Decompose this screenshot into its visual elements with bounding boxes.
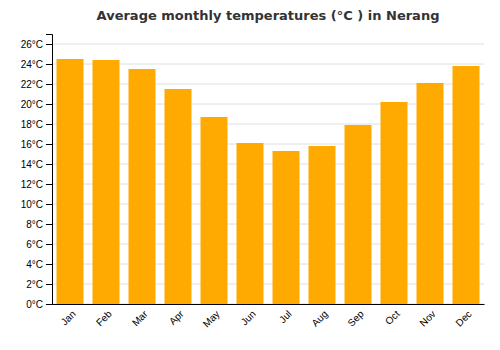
tick-label: Apr: [167, 308, 186, 327]
tick-mark: [46, 84, 52, 85]
bar: [201, 117, 228, 304]
tick-mark: [46, 244, 52, 245]
tick: May: [201, 308, 222, 329]
tick: Aug: [309, 308, 329, 328]
tick-mark: [46, 184, 52, 185]
tick-label: 24°C: [21, 59, 43, 70]
tick-label: 8°C: [26, 219, 43, 230]
tick-label: 2°C: [26, 279, 43, 290]
tick-mark: [46, 304, 52, 305]
tick-label: 26°C: [21, 39, 43, 50]
tick-label: 4°C: [26, 259, 43, 270]
plot: 0°C 2°C 4°C 6°C 8°C 10°C 12°C 14°C 16°C 18°C 20°C 2…: [21, 35, 485, 330]
tick-label: Nov: [417, 308, 437, 328]
bar: [381, 102, 408, 304]
bar: [273, 151, 300, 304]
tick: 20°C: [21, 99, 52, 110]
tick-mark: [46, 104, 52, 105]
bars: [57, 59, 480, 304]
bar: [453, 66, 480, 304]
tick-mark: [46, 44, 52, 45]
tick-label: Sep: [345, 308, 366, 329]
bar: [345, 125, 372, 304]
tick-label: 10°C: [21, 199, 43, 210]
tick: 18°C: [21, 119, 52, 130]
tick: 10°C: [21, 199, 52, 210]
tick: 24°C: [21, 59, 52, 70]
tick: Dec: [453, 308, 473, 328]
tick-label: Jul: [277, 308, 294, 325]
tick-mark: [46, 144, 52, 145]
tick-mark: [46, 264, 52, 265]
tick: Jan: [59, 308, 78, 327]
tick: Apr: [167, 308, 186, 327]
tick-mark: [46, 204, 52, 205]
tick: 2°C: [26, 279, 52, 290]
title: Average monthly temperatures (°C ) in Ne…: [97, 8, 440, 23]
tick-label: Jan: [59, 308, 78, 327]
tick-label: 6°C: [26, 239, 43, 250]
tick: 8°C: [26, 219, 52, 230]
tick: 22°C: [21, 79, 52, 90]
tick: Mar: [130, 308, 150, 328]
tick: Feb: [94, 308, 114, 328]
chart: 0°C 2°C 4°C 6°C 8°C 10°C 12°C 14°C 16°C 18°C 20°C 2…: [0, 0, 500, 350]
tick-label: 18°C: [21, 119, 43, 130]
tick-label: 12°C: [21, 179, 43, 190]
axis-line: [53, 304, 485, 305]
x-axis: Jan Feb Mar Apr May Jun Jul Aug Sep Oct Nov Dec: [53, 305, 485, 330]
tick: 26°C: [21, 39, 52, 50]
bar: [237, 143, 264, 304]
bar: [417, 83, 444, 304]
grid: [52, 44, 484, 304]
tick-label: 14°C: [21, 159, 43, 170]
tick: Sep: [345, 308, 366, 329]
tick-mark: [46, 64, 52, 65]
axis-line: [46, 35, 53, 305]
tick: 12°C: [21, 179, 52, 190]
tick-mark: [46, 224, 52, 225]
y-axis: 0°C 2°C 4°C 6°C 8°C 10°C 12°C 14°C 16°C 18°C 20°C 2…: [21, 35, 53, 310]
grid-line: [52, 44, 484, 45]
tick-label: Jun: [239, 308, 258, 327]
bar: [165, 89, 192, 304]
tick: 16°C: [21, 139, 52, 150]
tick: Oct: [383, 308, 402, 327]
bar: [93, 60, 120, 304]
tick: 14°C: [21, 159, 52, 170]
tick: 6°C: [26, 239, 52, 250]
tick-mark: [46, 164, 52, 165]
tick-label: May: [201, 308, 222, 329]
tick-mark: [46, 284, 52, 285]
bar: [57, 59, 84, 304]
tick-label: 20°C: [21, 99, 43, 110]
bar: [129, 69, 156, 304]
tick: Jun: [239, 308, 258, 327]
tick-label: Mar: [130, 308, 150, 328]
tick: Jul: [277, 308, 294, 325]
tick-label: Dec: [453, 308, 473, 328]
tick-label: Oct: [383, 308, 402, 327]
tick-label: Aug: [309, 308, 329, 328]
tick-label: Feb: [94, 308, 114, 328]
tick: 0°C: [26, 299, 52, 310]
tick-mark: [46, 124, 52, 125]
bar: [309, 146, 336, 304]
tick: Nov: [417, 308, 437, 328]
tick: 4°C: [26, 259, 52, 270]
tick-label: 0°C: [26, 299, 43, 310]
tick-label: 22°C: [21, 79, 43, 90]
tick-label: 16°C: [21, 139, 43, 150]
